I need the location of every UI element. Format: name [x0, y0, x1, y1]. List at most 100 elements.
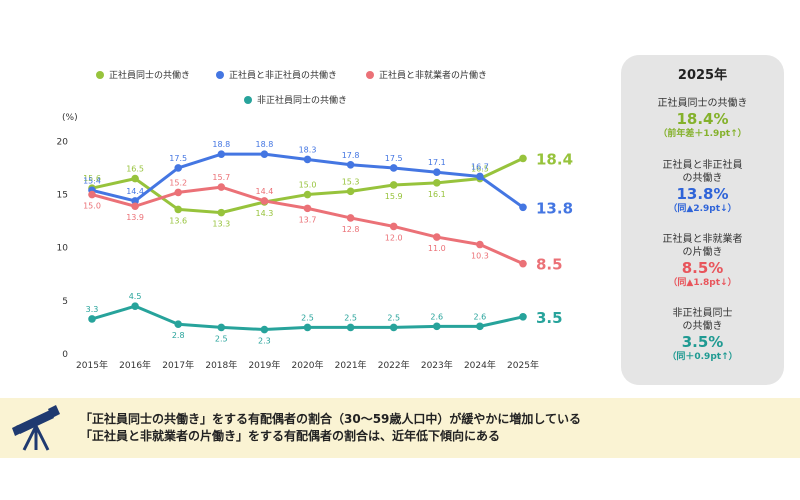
x-tick-label: 2022年 [378, 359, 410, 371]
data-point [519, 203, 527, 212]
data-point [389, 222, 398, 231]
panel-item: 正社員と非就業者 の片働き 8.5% （同▲1.8pt↓） [621, 233, 784, 289]
chart-series: 15.6 16.5 13.6 13.3 14.3 15.0 15.3 15.9 16.1 16.5… [83, 140, 573, 345]
end-value-label: 8.5 [536, 256, 563, 274]
data-label: 14.4 [126, 187, 144, 196]
data-label: 16.5 [126, 165, 144, 174]
data-point [131, 202, 139, 211]
x-tick-label: 2023年 [421, 359, 453, 371]
series-group: 15.4 14.4 17.5 18.8 18.8 18.3 17.8 17.5 17.1 16.7… [83, 140, 573, 217]
data-point [303, 155, 312, 164]
data-label: 11.0 [428, 244, 446, 253]
data-point [131, 302, 139, 310]
data-label: 3.3 [86, 305, 99, 314]
data-point [217, 150, 226, 158]
data-label: 15.0 [299, 181, 317, 190]
data-point [519, 259, 527, 268]
panel-item-change: （同＋0.9pt↑） [667, 352, 738, 362]
data-label: 2.5 [387, 313, 400, 322]
x-tick-label: 2016年 [119, 359, 151, 371]
legend-marker [96, 71, 104, 79]
data-point [389, 181, 398, 189]
data-point [476, 322, 484, 331]
panel-item-value: 3.5% [681, 333, 724, 351]
y-tick-label: 15 [57, 191, 68, 201]
end-value-label: 18.4 [536, 150, 573, 168]
panel-item-change: （同▲2.9pt↓） [668, 204, 737, 214]
data-label: 17.5 [385, 154, 403, 163]
data-point [131, 174, 139, 183]
data-point [433, 233, 441, 241]
data-label: 15.9 [385, 192, 403, 201]
panel-item-change: （前年差＋1.9pt↑） [658, 129, 747, 139]
summary-line-1: 「正社員同士の共働き」をする有配偶者の割合（30〜59歳人口中）が緩やかに増加し… [80, 412, 582, 426]
data-label: 16.5 [471, 165, 489, 174]
data-label: 2.6 [474, 312, 487, 321]
data-label: 14.3 [255, 209, 273, 218]
data-point [174, 164, 182, 172]
data-label: 15.3 [342, 177, 360, 186]
data-point [217, 183, 226, 191]
y-unit-label: (%) [62, 113, 78, 123]
end-value-label: 3.5 [536, 309, 563, 327]
panel-item-label: の片働き [682, 247, 723, 258]
data-label: 2.6 [430, 312, 443, 321]
data-label: 14.4 [255, 187, 273, 196]
data-label: 13.9 [126, 213, 144, 222]
x-tick-label: 2017年 [162, 359, 194, 371]
data-point [174, 320, 182, 329]
data-label: 18.8 [255, 140, 273, 149]
panel-item-label: の共働き [682, 321, 723, 332]
legend-label: 正社員と非就業者の片働き [379, 69, 487, 81]
data-label: 15.7 [212, 173, 230, 182]
legend-label: 正社員と非正社員の共働き [229, 69, 337, 81]
x-tick-label: 2021年 [335, 359, 367, 371]
x-tick-label: 2018年 [205, 359, 237, 371]
data-point [389, 164, 398, 172]
line-chart: 正社員同士の共働き 正社員と非正社員の共働き 正社員と非就業者の片働き非正社員同士の… [57, 69, 573, 371]
data-label: 15.2 [169, 178, 187, 187]
x-tick-label: 2025年 [507, 359, 539, 371]
series-group: 3.3 4.5 2.8 2.5 2.3 2.5 2.5 2.5 2.6 2.6 3.5 [86, 292, 563, 345]
legend-label: 正社員同士の共働き [109, 69, 190, 81]
series-group: 15.0 13.9 15.2 15.7 14.4 13.7 12.8 12.0 11.0 10.3… [83, 173, 562, 274]
data-point [346, 214, 355, 222]
y-tick-label: 20 [57, 137, 69, 147]
data-label: 15.6 [83, 174, 101, 183]
data-label: 13.3 [212, 220, 230, 229]
data-point [260, 150, 269, 158]
summary-panel-2025: 2025年 正社員同士の共働き 18.4% （前年差＋1.9pt↑） 正社員と非正社員… [621, 55, 784, 385]
legend-label: 非正社員同士の共働き [257, 94, 347, 106]
x-tick-label: 2020年 [292, 359, 324, 371]
data-label: 18.8 [212, 140, 230, 149]
panel-item-label: 正社員同士の共働き [657, 98, 748, 109]
x-axis: 2015年 2016年 2017年 2018年 2019年 2020年 2021年 2022年… [76, 359, 539, 371]
data-label: 4.5 [129, 292, 142, 301]
panel-item-label: 正社員と非正社員 [662, 160, 743, 171]
panel-year: 2025年 [677, 68, 728, 83]
panel-item-value: 18.4% [676, 110, 729, 128]
series-line [91, 185, 524, 266]
panel-item: 非正社員同士 の共働き 3.5% （同＋0.9pt↑） [621, 307, 784, 363]
end-value-label: 13.8 [536, 199, 573, 217]
data-point [346, 323, 355, 332]
data-point [476, 172, 484, 181]
x-tick-label: 2019年 [248, 359, 280, 371]
panel-item-label: 非正社員同士 [672, 308, 733, 319]
data-point [519, 154, 527, 163]
data-label: 12.0 [385, 233, 403, 242]
data-point [519, 312, 527, 321]
data-label: 10.3 [471, 252, 489, 261]
telescope-icon [12, 405, 60, 451]
x-tick-label: 2024年 [464, 359, 496, 371]
data-point [346, 160, 355, 169]
legend-marker [366, 71, 374, 79]
data-label: 15.4 [83, 176, 101, 185]
data-label: 17.8 [342, 151, 360, 160]
summary-line-2: 「正社員と非就業者の片働き」をする有配偶者の割合は、近年低下傾向にある [80, 429, 501, 443]
data-point [303, 204, 312, 213]
data-point [433, 179, 441, 187]
data-label: 17.1 [428, 158, 446, 167]
data-label: 13.6 [169, 216, 187, 225]
panel-item-change: （同▲1.8pt↓） [668, 278, 737, 288]
